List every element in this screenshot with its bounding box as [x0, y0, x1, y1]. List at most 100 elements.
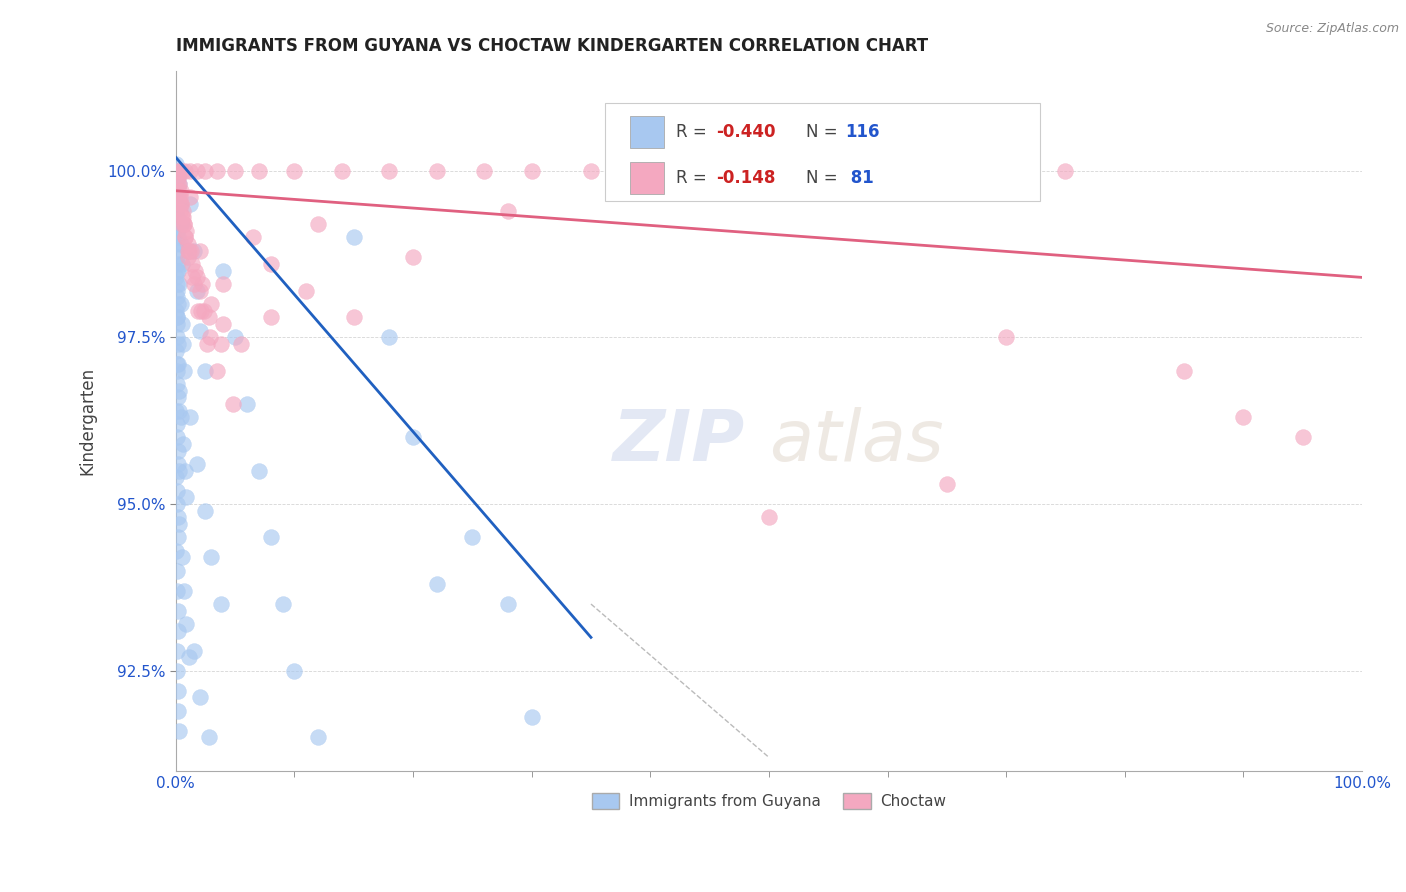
Point: [378, 163, 401, 178]
Point: [166, 364, 188, 378]
Point: [186, 284, 208, 298]
Point: [170, 197, 193, 211]
Point: [200, 550, 222, 565]
Point: [166, 310, 188, 325]
Point: [166, 284, 188, 298]
Point: [170, 550, 193, 565]
Point: [212, 264, 235, 278]
Point: [176, 237, 198, 252]
Text: atlas: atlas: [769, 408, 943, 476]
Point: [343, 230, 366, 244]
Point: [170, 163, 193, 178]
Point: [173, 217, 195, 231]
Point: [176, 617, 198, 632]
Point: [260, 310, 283, 325]
Point: [307, 217, 329, 231]
Point: [640, 163, 662, 178]
Point: [193, 303, 215, 318]
Text: 116: 116: [845, 123, 880, 141]
Point: [166, 510, 188, 524]
Point: [207, 364, 229, 378]
Point: [166, 664, 188, 678]
Point: [183, 277, 205, 291]
Point: [307, 731, 329, 745]
Point: [177, 650, 200, 665]
Point: [173, 464, 195, 478]
Point: [209, 337, 232, 351]
Point: [260, 530, 283, 544]
Point: [174, 230, 197, 244]
Point: [194, 504, 217, 518]
Point: [194, 364, 217, 378]
Point: [166, 224, 188, 238]
Point: [179, 163, 201, 178]
Point: [194, 163, 217, 178]
Point: [169, 516, 191, 531]
Point: [758, 510, 780, 524]
Point: [166, 377, 188, 392]
Point: [167, 184, 190, 198]
Point: [167, 403, 190, 417]
Point: [496, 597, 519, 611]
Point: [169, 197, 191, 211]
Point: [169, 277, 191, 291]
Point: [166, 390, 188, 404]
Point: [179, 190, 201, 204]
Point: [167, 624, 190, 638]
Point: [165, 157, 187, 171]
Point: [167, 723, 190, 738]
Point: [1173, 364, 1195, 378]
Point: [169, 384, 191, 398]
Point: [330, 163, 353, 178]
Point: [166, 417, 188, 431]
Point: [166, 184, 188, 198]
Point: [176, 244, 198, 258]
Point: [166, 257, 188, 271]
Point: [170, 410, 193, 425]
Point: [188, 690, 211, 705]
Point: [186, 270, 208, 285]
Point: [166, 211, 188, 225]
Point: [166, 251, 188, 265]
Point: [166, 430, 188, 444]
Text: N =: N =: [806, 169, 842, 187]
Point: [188, 284, 211, 298]
Point: [935, 477, 957, 491]
Point: [165, 470, 187, 484]
Point: [212, 277, 235, 291]
Text: -0.440: -0.440: [716, 123, 775, 141]
Point: [186, 163, 208, 178]
Point: [167, 457, 190, 471]
Text: 81: 81: [845, 169, 873, 187]
Point: [461, 530, 484, 544]
Point: [167, 604, 190, 618]
Point: [496, 203, 519, 218]
Point: [207, 163, 229, 178]
Point: [188, 244, 211, 258]
Point: [167, 177, 190, 191]
Text: IMMIGRANTS FROM GUYANA VS CHOCTAW KINDERGARTEN CORRELATION CHART: IMMIGRANTS FROM GUYANA VS CHOCTAW KINDER…: [176, 37, 928, 55]
Point: [177, 251, 200, 265]
Point: [165, 543, 187, 558]
Point: [1292, 430, 1315, 444]
Point: [172, 217, 194, 231]
Text: N =: N =: [806, 123, 842, 141]
Point: [520, 710, 543, 724]
Point: [229, 337, 252, 351]
Point: [198, 731, 221, 745]
Point: [378, 330, 401, 344]
Point: [172, 437, 194, 451]
Point: [169, 163, 191, 178]
Point: [242, 230, 264, 244]
Point: [1232, 410, 1254, 425]
Point: [172, 211, 194, 225]
Point: [181, 257, 204, 271]
Point: [167, 464, 190, 478]
Text: R =: R =: [676, 123, 713, 141]
Point: [188, 324, 211, 338]
Point: [166, 277, 188, 291]
Point: [166, 190, 188, 204]
Point: [165, 163, 187, 178]
Point: [166, 643, 188, 657]
Point: [170, 237, 193, 252]
